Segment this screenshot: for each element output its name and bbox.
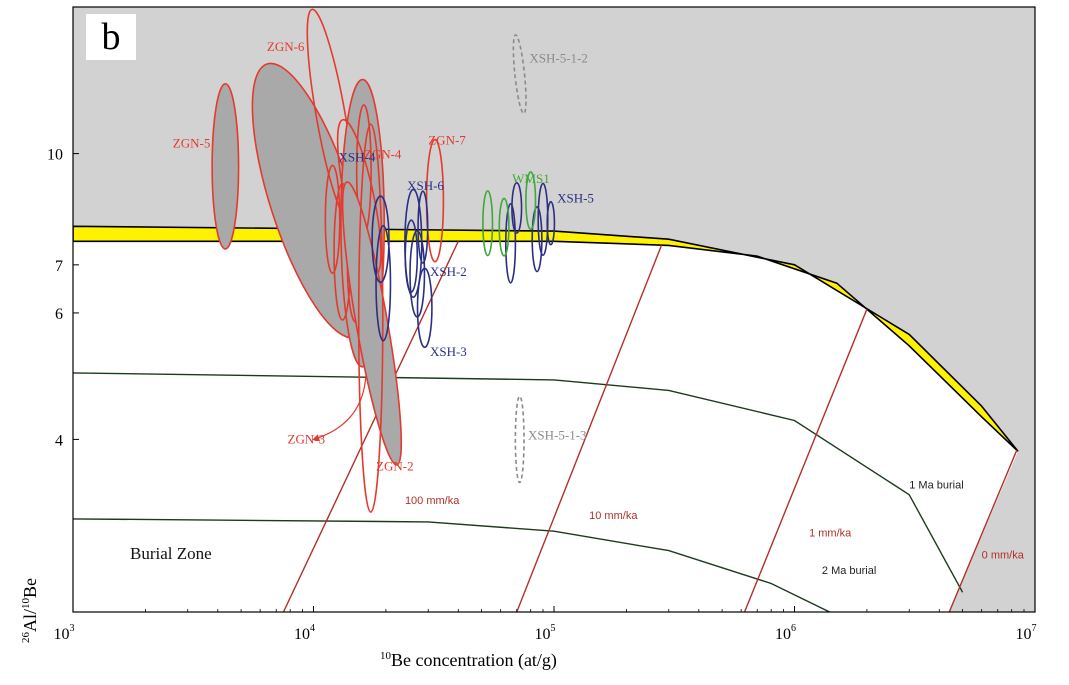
x-tick-exponent: 7 [1032, 623, 1037, 634]
burial-zone-label: Burial Zone [130, 544, 212, 563]
x-label-sup: 10 [380, 650, 391, 662]
sample-label-xsh-4: XSH-4 [338, 149, 375, 164]
sample-ellipse-xsh-5e [504, 203, 517, 284]
y-axis-label: 26Al/10Be [20, 533, 44, 643]
x-tick-exponent: 6 [791, 623, 796, 634]
sample-label-xsh-5: XSH-5 [557, 190, 594, 205]
sample-ellipse-wms1b [498, 197, 510, 257]
sample-ellipse-zgn-4d [324, 164, 341, 274]
sample-ellipse-wms1c [525, 171, 537, 231]
burial-label-1: 1 Ma burial [909, 479, 963, 491]
sample-ellipse-xsh-6b [417, 190, 429, 264]
sample-ellipse-xsh-5b [537, 182, 549, 257]
erosion-line-4 [948, 449, 1018, 612]
burial-label-2: 2 Ma burial [822, 565, 876, 577]
sample-label-wms1: WMS1 [512, 171, 550, 186]
erosion-line-3 [743, 308, 868, 612]
sample-label-zgn-3: ZGN-3 [288, 431, 326, 446]
erosion-label-4: 0 mm/ka [982, 550, 1025, 562]
panel-label: b [86, 14, 136, 60]
x-tick-label: 106 [775, 623, 796, 643]
erosion-line-2 [516, 244, 663, 612]
x-label-text: Be concentration (at/g) [391, 650, 557, 670]
sample-label-zgn-4: ZGN-4 [364, 146, 402, 161]
erosion-line-1 [282, 240, 459, 612]
sample-label-zgn-2: ZGN-2 [376, 459, 414, 474]
axes: 103 104 105 106 107 4 6 7 10 [47, 6, 1037, 643]
sample-label-xsh-6: XSH-6 [407, 178, 444, 193]
y-tick-label: 4 [55, 432, 63, 449]
sample-ellipse-wms1 [482, 190, 494, 257]
erosion-label-3: 1 mm/ka [809, 527, 852, 539]
erosion-label-2: 10 mm/ka [589, 510, 638, 522]
sample-ellipse-xsh-2b [404, 219, 419, 293]
y-label-sup1: 26 [20, 632, 32, 643]
sample-ellipse-xsh-3 [416, 267, 433, 349]
x-tick-label: 107 [1016, 623, 1037, 643]
sample-ellipse-zgn-2 [341, 181, 403, 466]
sample-ellipse-xsh-5d [511, 182, 523, 234]
annotation-labels: ZGN-5 ZGN-6 ZGN-4 ZGN-2 ZGN-7 ZGN-3 XSH-4 XSH-6… [130, 39, 1025, 577]
x-tick-exponent: 4 [310, 623, 315, 634]
steady-state-band [73, 225, 1019, 452]
x-tick-label: 104 [294, 623, 315, 643]
x-tick-label: 105 [535, 623, 556, 643]
sample-label-xsh-5-1-2: XSH-5-1-2 [529, 50, 588, 65]
sample-label-xsh-2: XSH-2 [430, 264, 467, 279]
sample-label-zgn-5: ZGN-5 [173, 135, 211, 150]
sample-label-zgn-7: ZGN-7 [428, 132, 466, 147]
sample-ellipse-xsh-5-1-3 [514, 395, 525, 484]
model-lines [73, 225, 1019, 612]
sample-ellipse-xsh-5-1-2 [512, 34, 527, 115]
sample-ellipses [211, 8, 556, 513]
sample-ellipse-zgn-5 [211, 82, 240, 250]
sample-ellipse-zgn-2b [357, 123, 384, 513]
x-tick-exponent: 3 [70, 623, 75, 634]
sample-ellipse-xsh-5c [531, 206, 543, 273]
y-label-end: Be [20, 577, 40, 598]
y-tick-label: 7 [55, 258, 63, 275]
erosion-label-1: 100 mm/ka [405, 495, 460, 507]
zgn3-arrow [312, 376, 367, 442]
sample-label-xsh-3: XSH-3 [430, 344, 467, 359]
y-tick-label: 10 [47, 147, 63, 164]
y-label-mid: Al/ [20, 608, 40, 632]
x-axis-label: 10Be concentration (at/g) [380, 650, 780, 671]
y-tick-label: 6 [55, 306, 63, 323]
burial-isochron-1 [73, 372, 964, 593]
sample-label-zgn-6: ZGN-6 [267, 39, 305, 54]
sample-ellipse-xsh-4b [375, 224, 392, 342]
burial-isochron-2 [73, 518, 830, 612]
sample-label-xsh-5-1-3: XSH-5-1-3 [528, 427, 587, 442]
sample-ellipse-xsh-4 [371, 195, 390, 284]
x-tick-label: 103 [54, 623, 75, 643]
y-label-sup2: 10 [20, 597, 32, 609]
x-tick-exponent: 5 [551, 623, 556, 634]
